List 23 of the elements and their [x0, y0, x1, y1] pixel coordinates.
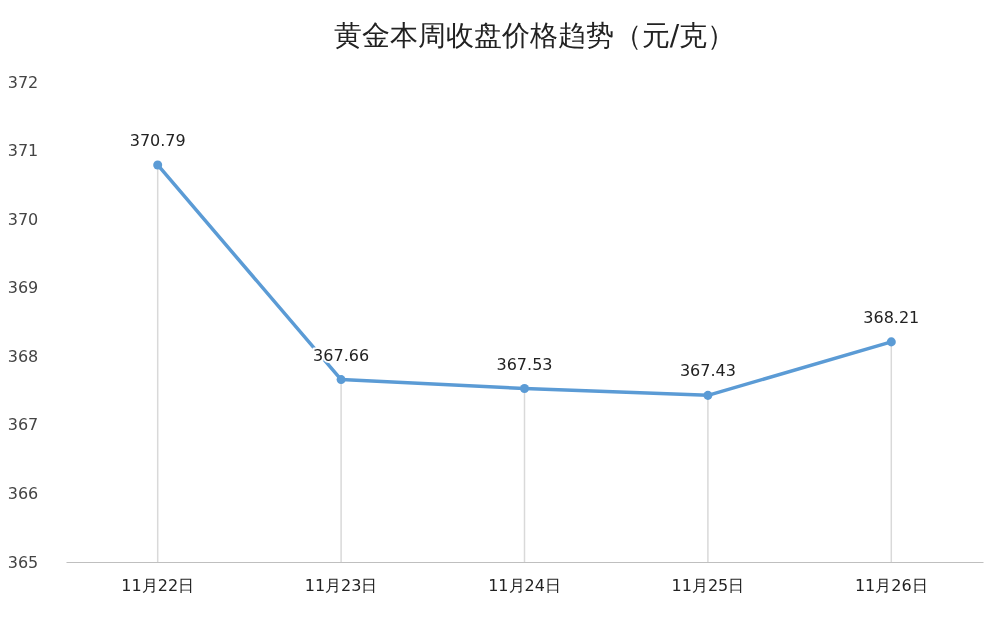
y-tick-label: 368: [7, 346, 39, 366]
data-label: 367.53: [496, 354, 553, 374]
x-tick-label: 11月25日: [671, 576, 745, 596]
y-tick-label: 370: [7, 209, 39, 229]
y-tick-label: 367: [7, 415, 39, 435]
x-tick-label: 11月26日: [854, 576, 928, 596]
data-label: 367.43: [679, 361, 736, 381]
chart-title: 黄金本周收盘价格趋势（元/克）: [333, 19, 736, 52]
point: [336, 375, 346, 385]
x-tick-label: 11月22日: [121, 576, 195, 596]
x-tick-label: 11月23日: [304, 576, 378, 596]
point: [153, 160, 163, 170]
y-tick-label: 369: [7, 278, 39, 298]
data-label: 370.79: [129, 130, 186, 150]
data-label: 368.21: [863, 307, 920, 327]
point: [703, 390, 713, 400]
y-tick-label: 365: [7, 552, 39, 572]
y-tick-label: 372: [7, 72, 39, 92]
y-tick-label: 371: [7, 141, 39, 161]
point: [886, 337, 896, 347]
x-tick-label: 11月24日: [488, 576, 561, 596]
y-tick-label: 366: [7, 484, 39, 504]
point: [519, 384, 530, 394]
